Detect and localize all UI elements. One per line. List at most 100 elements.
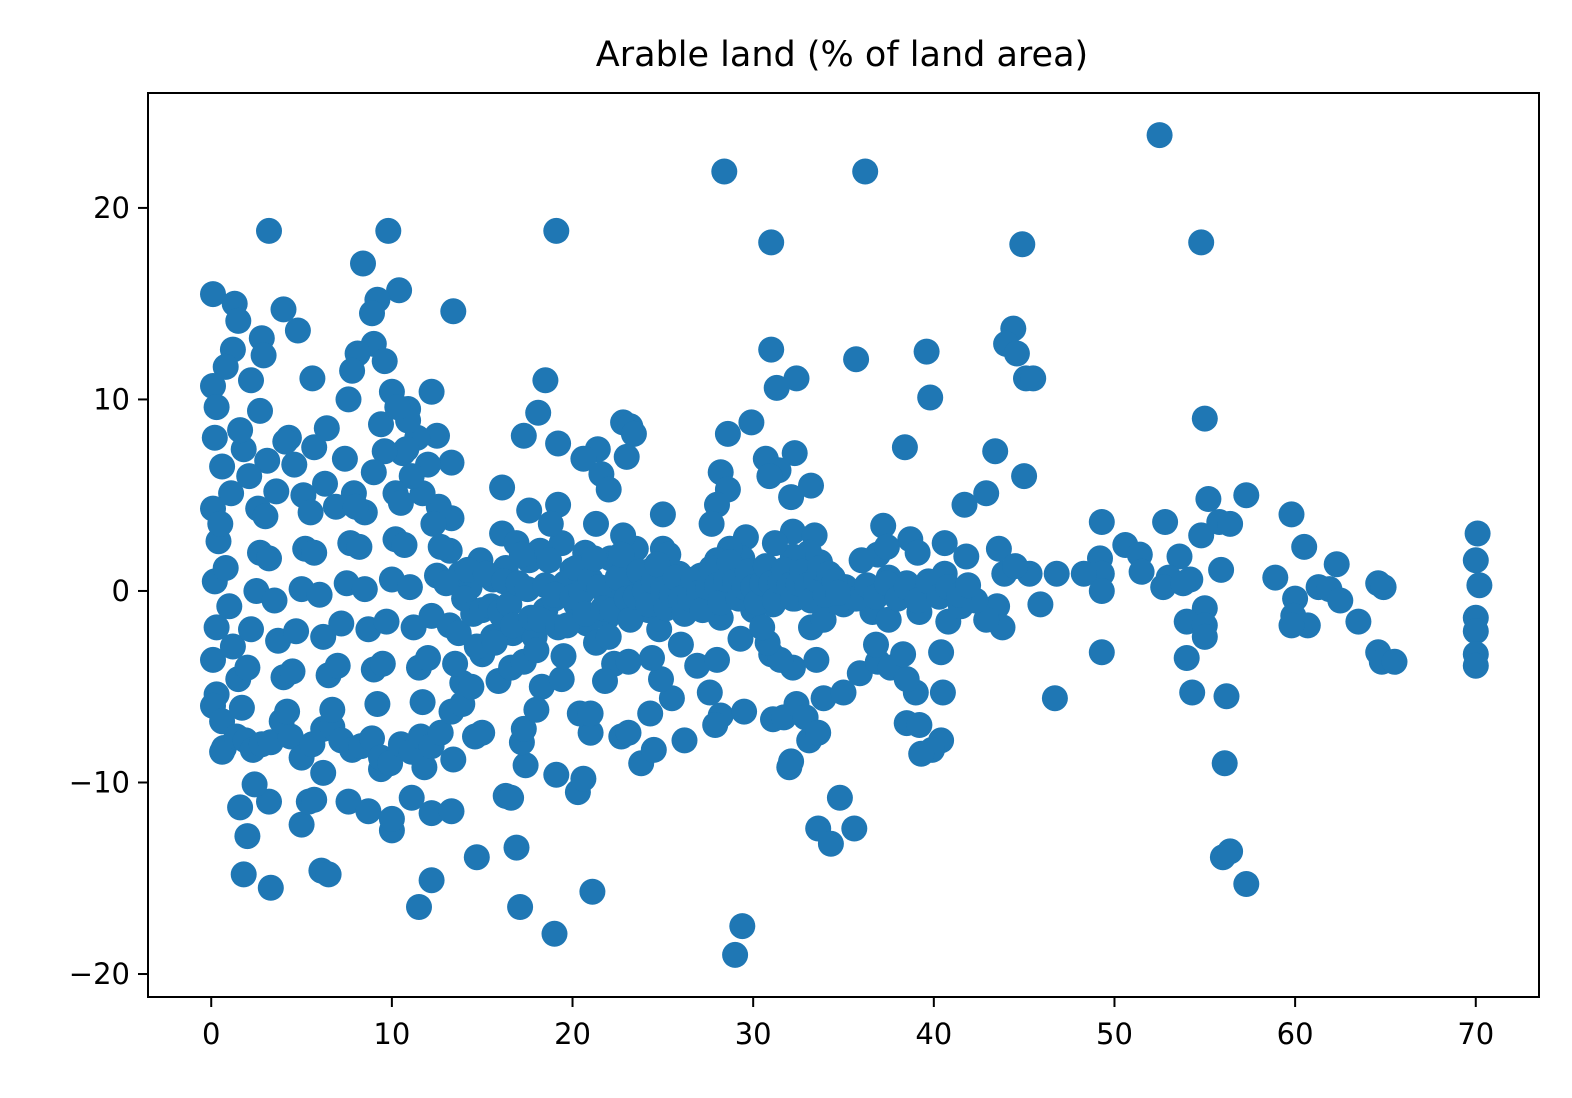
data-point: [620, 420, 647, 447]
data-point: [322, 493, 349, 520]
data-point: [1009, 231, 1036, 258]
data-point: [279, 658, 306, 685]
data-point: [369, 650, 396, 677]
data-point: [570, 445, 597, 472]
data-point: [274, 698, 301, 725]
data-point: [377, 750, 404, 777]
data-point: [319, 696, 346, 723]
data-point: [200, 646, 226, 673]
data-point: [985, 535, 1012, 562]
data-point: [810, 606, 837, 633]
data-point: [550, 643, 577, 670]
data-point: [207, 510, 234, 537]
data-point: [313, 415, 340, 442]
data-point: [508, 541, 535, 568]
data-point: [727, 625, 754, 652]
chart-title: Arable land (% of land area): [596, 35, 1088, 75]
data-point: [671, 727, 698, 754]
data-point: [507, 894, 534, 920]
data-point: [272, 428, 299, 455]
data-point: [1003, 340, 1030, 367]
data-point: [438, 449, 465, 476]
data-point: [250, 342, 277, 369]
data-point: [440, 298, 467, 325]
data-point: [749, 614, 776, 641]
data-point: [805, 719, 832, 746]
data-point: [908, 740, 935, 767]
data-point: [583, 510, 609, 537]
data-point: [409, 689, 436, 716]
data-point: [537, 510, 564, 537]
data-point: [469, 719, 496, 746]
data-point: [335, 788, 362, 815]
data-point: [1191, 405, 1218, 432]
data-point: [904, 587, 931, 614]
data-point: [371, 348, 398, 375]
data-point: [929, 679, 956, 706]
data-point: [281, 451, 308, 478]
y-axis: −20 −10 0 10 20: [69, 191, 148, 991]
data-point: [1166, 543, 1193, 570]
data-point: [1278, 612, 1305, 639]
data-point: [1345, 608, 1372, 635]
data-point: [608, 541, 635, 568]
data-point: [201, 424, 228, 451]
data-point: [378, 805, 405, 832]
data-point: [1466, 572, 1493, 599]
data-point: [658, 685, 685, 712]
data-point: [639, 645, 665, 671]
data-point: [420, 510, 447, 537]
data-point: [577, 700, 604, 727]
data-point: [1179, 679, 1206, 706]
data-point: [1213, 683, 1240, 710]
data-point: [648, 666, 674, 693]
data-point: [817, 830, 844, 857]
data-point: [339, 357, 366, 384]
data-point: [702, 712, 729, 738]
data-point: [212, 353, 239, 380]
data-point: [1462, 652, 1489, 679]
x-tick-label: 60: [1277, 1017, 1314, 1051]
data-point: [545, 430, 572, 457]
data-point: [331, 445, 358, 472]
data-point: [256, 545, 282, 572]
data-point: [610, 522, 637, 549]
data-point: [1191, 623, 1218, 650]
data-point: [595, 476, 622, 503]
data-point: [729, 913, 756, 940]
y-tick-label: −20: [69, 957, 130, 991]
plot-frame: [147, 92, 1540, 998]
data-point: [1188, 229, 1215, 256]
x-tick-label: 0: [202, 1017, 220, 1051]
data-point: [758, 336, 785, 363]
data-point: [1464, 520, 1491, 547]
data-point: [203, 614, 230, 641]
data-point: [525, 399, 552, 426]
data-point: [489, 474, 516, 501]
data-point: [315, 861, 342, 888]
data-point: [301, 539, 328, 566]
data-point: [433, 570, 460, 597]
data-point: [247, 397, 273, 424]
data-point: [646, 616, 673, 643]
x-tick-label: 40: [915, 1017, 952, 1051]
data-point: [1208, 556, 1235, 583]
data-point: [393, 436, 420, 463]
data-point: [843, 346, 870, 373]
points-layer: [200, 122, 1493, 968]
data-point: [427, 533, 454, 560]
data-point: [234, 654, 261, 681]
data-point: [498, 784, 525, 811]
data-point: [579, 878, 606, 905]
data-point: [684, 652, 711, 679]
data-point: [1088, 639, 1115, 666]
data-point: [368, 411, 394, 438]
data-point: [442, 650, 469, 677]
data-point: [1088, 578, 1115, 604]
data-point: [523, 696, 550, 723]
data-point: [649, 501, 676, 528]
data-point: [756, 463, 783, 490]
data-point: [841, 815, 868, 842]
x-tick-label: 10: [373, 1017, 410, 1051]
